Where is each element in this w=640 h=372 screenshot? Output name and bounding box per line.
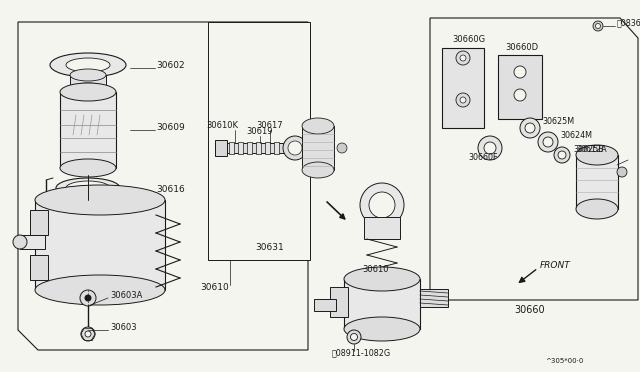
Circle shape — [554, 147, 570, 163]
Ellipse shape — [60, 83, 116, 101]
Circle shape — [81, 327, 95, 341]
Ellipse shape — [35, 275, 165, 305]
Bar — [576, 155, 618, 209]
Circle shape — [543, 137, 553, 147]
Ellipse shape — [283, 136, 307, 160]
Ellipse shape — [344, 317, 420, 341]
Text: 30631: 30631 — [255, 244, 284, 253]
Circle shape — [514, 89, 526, 101]
Circle shape — [520, 118, 540, 138]
Circle shape — [525, 123, 535, 133]
Circle shape — [478, 136, 502, 160]
Ellipse shape — [56, 186, 120, 206]
Circle shape — [456, 51, 470, 65]
Bar — [344, 279, 420, 329]
Polygon shape — [430, 18, 638, 300]
Ellipse shape — [70, 69, 106, 81]
Bar — [229, 142, 234, 154]
Bar — [420, 289, 448, 307]
Ellipse shape — [576, 199, 618, 219]
Ellipse shape — [50, 53, 126, 77]
Circle shape — [337, 143, 347, 153]
Circle shape — [347, 330, 361, 344]
Bar — [314, 299, 336, 311]
Bar — [274, 142, 279, 154]
Bar — [247, 142, 252, 154]
Bar — [330, 287, 348, 317]
Ellipse shape — [66, 181, 110, 195]
Text: Ⓝ08360-6161B: Ⓝ08360-6161B — [617, 19, 640, 28]
Ellipse shape — [66, 189, 110, 203]
Text: 30616: 30616 — [156, 185, 185, 193]
Ellipse shape — [302, 162, 334, 178]
Bar — [215, 140, 227, 156]
Bar — [265, 142, 270, 154]
Ellipse shape — [576, 145, 618, 165]
Ellipse shape — [56, 178, 120, 198]
Text: 30660F: 30660F — [468, 154, 497, 163]
Bar — [238, 142, 243, 154]
Bar — [220, 142, 225, 154]
Ellipse shape — [360, 183, 404, 227]
Text: 30610K: 30610K — [206, 122, 238, 131]
Text: 30619: 30619 — [247, 128, 273, 137]
Ellipse shape — [70, 83, 106, 95]
Text: ⓝ08911-1082G: ⓝ08911-1082G — [332, 349, 391, 357]
Circle shape — [595, 23, 600, 29]
Text: FRONT: FRONT — [540, 260, 571, 269]
Text: 30602: 30602 — [156, 61, 184, 70]
Text: 30625B: 30625B — [573, 145, 604, 154]
Bar — [215, 143, 295, 153]
Bar — [256, 142, 261, 154]
Ellipse shape — [302, 118, 334, 134]
Bar — [364, 217, 400, 239]
Bar — [20, 235, 45, 249]
Circle shape — [460, 55, 466, 61]
Circle shape — [593, 21, 603, 31]
Bar — [30, 210, 48, 235]
Circle shape — [558, 151, 566, 159]
Text: 30609: 30609 — [156, 122, 185, 131]
Text: 30660: 30660 — [515, 305, 545, 315]
Text: 30603A: 30603A — [110, 291, 142, 299]
Text: 30610: 30610 — [362, 266, 388, 275]
Circle shape — [80, 290, 96, 306]
Ellipse shape — [369, 192, 395, 218]
Circle shape — [514, 66, 526, 78]
Bar — [302, 126, 334, 170]
Text: 30660G: 30660G — [452, 35, 485, 45]
Circle shape — [484, 142, 496, 154]
Ellipse shape — [35, 185, 165, 215]
Text: 30625M: 30625M — [542, 118, 574, 126]
Circle shape — [85, 331, 91, 337]
Bar — [70, 75, 106, 89]
Polygon shape — [18, 22, 308, 350]
Circle shape — [617, 167, 627, 177]
Text: ^305*00·0: ^305*00·0 — [545, 358, 584, 364]
Text: 30603: 30603 — [110, 323, 136, 331]
Circle shape — [351, 334, 358, 340]
Ellipse shape — [344, 267, 420, 291]
Bar — [35, 200, 165, 290]
Bar — [60, 92, 116, 168]
Circle shape — [456, 93, 470, 107]
Text: 30617: 30617 — [257, 122, 284, 131]
Ellipse shape — [60, 159, 116, 177]
Ellipse shape — [66, 58, 110, 72]
Ellipse shape — [13, 235, 27, 249]
Bar — [30, 255, 48, 280]
Ellipse shape — [288, 141, 302, 155]
Text: 30610: 30610 — [200, 283, 229, 292]
Text: 30612A: 30612A — [576, 145, 607, 154]
Bar — [208, 22, 310, 260]
Text: 30660D: 30660D — [505, 44, 538, 52]
Circle shape — [460, 97, 466, 103]
Bar — [498, 55, 542, 119]
Bar — [442, 48, 484, 128]
Circle shape — [538, 132, 558, 152]
Circle shape — [84, 295, 92, 301]
Text: 30624M: 30624M — [560, 131, 592, 141]
